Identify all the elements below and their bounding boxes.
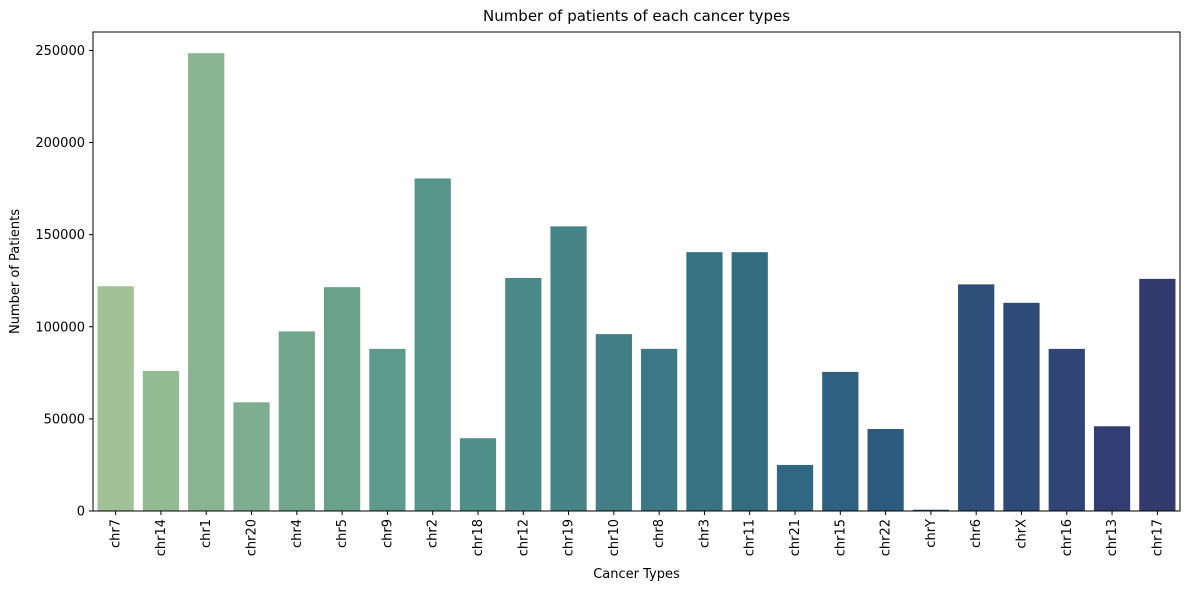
- bar-chr8: [641, 348, 678, 511]
- x-tick-label: chr5: [335, 519, 350, 548]
- x-axis-ticks: chr7 chr14 chr1 chr20 chr4 chr5 chr9 chr2 chr18 c…: [109, 511, 1165, 556]
- bar-chr21: [776, 464, 814, 511]
- y-tick-label: 250000: [35, 44, 85, 59]
- x-tick-label: chr7: [109, 519, 124, 548]
- bar-chr20: [233, 402, 270, 511]
- bar-chrX: [1003, 302, 1040, 511]
- bar-chr6: [958, 284, 995, 511]
- bar-chr17: [1139, 278, 1176, 511]
- bar-chr13: [1093, 426, 1131, 511]
- y-axis-ticks: 0 50000 100000 150000 200000 250000: [35, 44, 93, 520]
- x-tick-label: chr10: [607, 519, 622, 556]
- bar-chr15: [822, 371, 859, 511]
- x-tick-label: chr18: [471, 519, 486, 556]
- bar-chr4: [278, 331, 315, 511]
- bar-chr18: [459, 438, 497, 511]
- x-tick-label: chr17: [1150, 519, 1165, 556]
- bar-chr3: [686, 252, 723, 511]
- y-tick-label: 100000: [35, 320, 85, 335]
- bar-chr22: [867, 429, 904, 511]
- x-tick-label: chr4: [290, 519, 305, 548]
- x-tick-label: chr8: [652, 519, 667, 548]
- bar-chr5: [323, 287, 361, 511]
- x-tick-label: chrY: [924, 519, 939, 548]
- y-tick-label: 0: [77, 505, 85, 520]
- bar-chr1: [188, 53, 225, 512]
- x-tick-label: chr3: [697, 519, 712, 548]
- y-tick-label: 200000: [35, 136, 85, 151]
- x-axis-title: Cancer Types: [593, 567, 680, 582]
- bar-chr12: [505, 277, 542, 511]
- bar-chr10: [595, 334, 632, 511]
- bar-chr7: [97, 286, 134, 511]
- y-tick-label: 50000: [44, 412, 85, 427]
- x-tick-label: chr21: [788, 519, 803, 556]
- x-tick-label: chr19: [562, 519, 577, 556]
- bar-chr16: [1048, 348, 1085, 511]
- plot-frame: [92, 31, 1181, 512]
- x-tick-label: chr12: [516, 519, 531, 556]
- x-tick-label: chr9: [380, 519, 395, 548]
- x-tick-label: chr13: [1105, 519, 1120, 556]
- x-tick-label: chr2: [426, 519, 441, 548]
- x-tick-label: chr16: [1060, 519, 1075, 556]
- bar-chr2: [414, 178, 451, 512]
- x-tick-label: chrX: [1014, 519, 1029, 549]
- bar-chr9: [369, 348, 406, 511]
- x-tick-label: chr22: [879, 519, 894, 556]
- y-axis-title: Number of Patients: [8, 209, 23, 334]
- x-tick-label: chr14: [154, 519, 169, 556]
- chart-title: Number of patients of each cancer types: [483, 7, 790, 25]
- x-tick-label: chr11: [743, 519, 758, 556]
- bar-chr19: [550, 226, 587, 511]
- x-tick-label: chr20: [245, 519, 260, 556]
- x-tick-label: chr6: [969, 519, 984, 548]
- bar-chr11: [731, 252, 768, 511]
- bars-group: [97, 53, 1176, 512]
- bar-chrY: [912, 509, 950, 511]
- y-tick-label: 150000: [35, 228, 85, 243]
- x-tick-label: chr1: [199, 519, 214, 548]
- x-tick-label: chr15: [833, 519, 848, 556]
- bar-chr14: [142, 370, 180, 511]
